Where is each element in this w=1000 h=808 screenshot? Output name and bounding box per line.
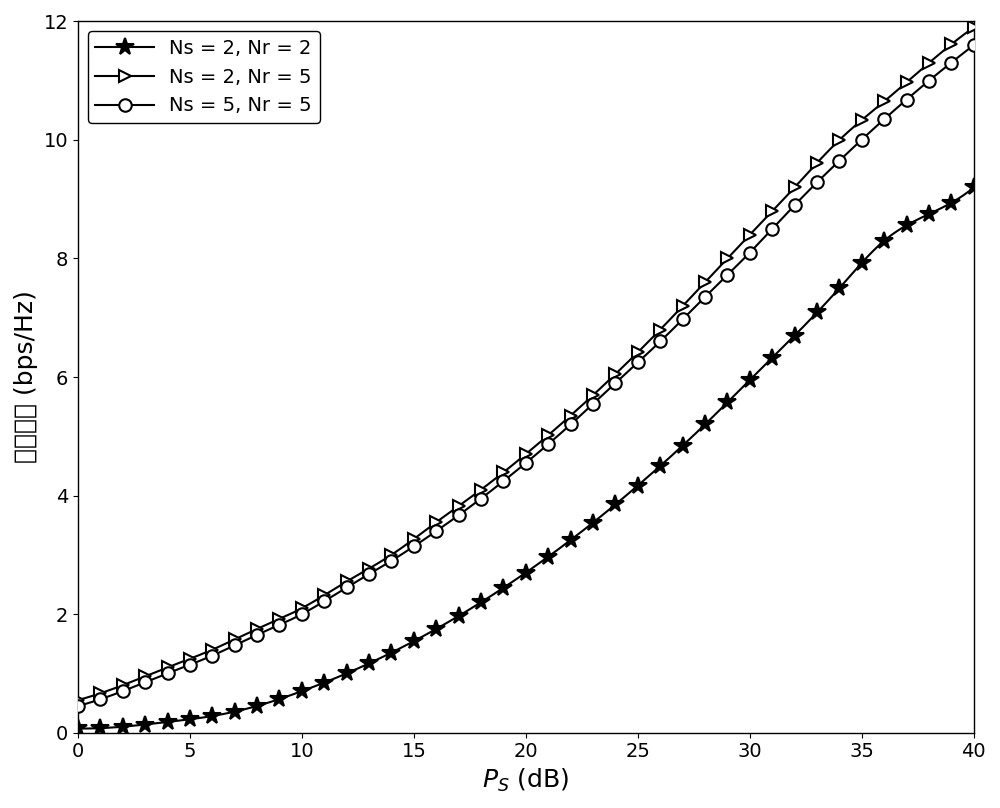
X-axis label: $P_S$ (dB): $P_S$ (dB): [482, 767, 569, 794]
Y-axis label: 安全容量 (bps/Hz): 安全容量 (bps/Hz): [14, 291, 38, 464]
Legend: Ns = 2, Nr = 2, Ns = 2, Nr = 5, Ns = 5, Nr = 5: Ns = 2, Nr = 2, Ns = 2, Nr = 5, Ns = 5, …: [88, 32, 320, 123]
